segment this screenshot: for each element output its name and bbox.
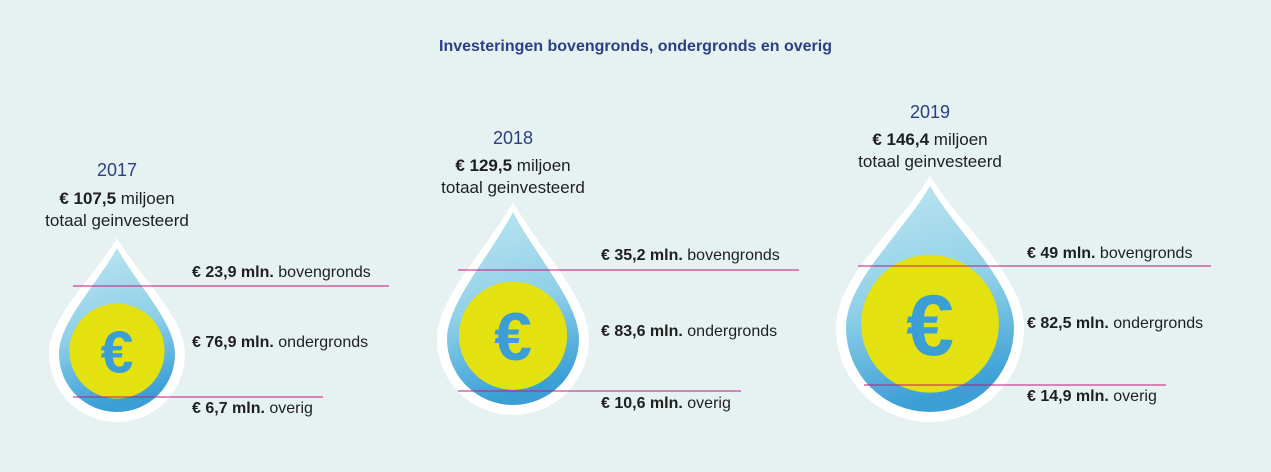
segment-amount: € 14,9 mln. [1027,388,1109,405]
coin [861,254,999,393]
segment-category: overig [682,395,731,412]
total-value: € 107,5 [59,189,117,208]
coin [458,281,568,390]
segment-category: overig [1108,388,1157,405]
segment-category: ondergronds [273,334,369,351]
euro-icon: € [906,278,954,374]
total-caption: totaal geinvesteerd [858,152,1002,171]
segment-category: overig [264,400,313,417]
total-unit: miljoen [512,156,571,175]
segment-label-ondergronds: € 76,9 mln. ondergronds [192,334,368,352]
segment-category: bovengronds [273,264,371,281]
segment-amount: € 6,7 mln. [192,400,265,417]
segment-label-overig: € 14,9 mln. overig [1027,388,1157,406]
chart-title: Investeringen bovengronds, ondergronds e… [439,38,832,55]
year-label: 2018 [492,128,534,148]
total-invested: € 107,5 miljoen totaal geinvesteerd [0,188,247,232]
year-label: 2017 [96,160,138,180]
segment-label-ondergronds: € 82,5 mln. ondergronds [1027,315,1203,333]
segment-label-ondergronds: € 83,6 mln. ondergronds [601,323,777,341]
total-invested: € 146,4 miljoen totaal geinvesteerd [800,129,1060,173]
year-label: 2019 [909,102,951,122]
segment-amount: € 83,6 mln. [601,323,683,340]
coin [69,303,165,399]
segment-amount: € 49 mln. [1027,245,1096,262]
euro-icon: € [494,299,532,375]
segment-label-bovengronds: € 49 mln. bovengronds [1027,245,1192,263]
total-caption: totaal geinvesteerd [441,178,585,197]
segment-amount: € 76,9 mln. [192,334,274,351]
total-value: € 129,5 [455,156,513,175]
total-unit: miljoen [116,189,175,208]
segment-label-bovengronds: € 23,9 mln. bovengronds [192,264,371,282]
segment-label-overig: € 10,6 mln. overig [601,395,731,413]
total-caption: totaal geinvesteerd [45,211,189,230]
total-unit: miljoen [929,130,988,149]
segment-category: ondergronds [682,323,778,340]
total-value: € 146,4 [872,130,930,149]
segment-category: bovengronds [682,247,780,264]
segment-amount: € 10,6 mln. [601,395,683,412]
segment-label-overig: € 6,7 mln. overig [192,400,313,418]
segment-label-bovengronds: € 35,2 mln. bovengronds [601,247,780,265]
segment-category: ondergronds [1108,315,1204,332]
total-invested: € 129,5 miljoen totaal geinvesteerd [383,155,643,199]
euro-icon: € [101,320,134,386]
segment-amount: € 35,2 mln. [601,247,683,264]
segment-amount: € 23,9 mln. [192,264,274,281]
segment-category: bovengronds [1095,245,1193,262]
segment-amount: € 82,5 mln. [1027,315,1109,332]
